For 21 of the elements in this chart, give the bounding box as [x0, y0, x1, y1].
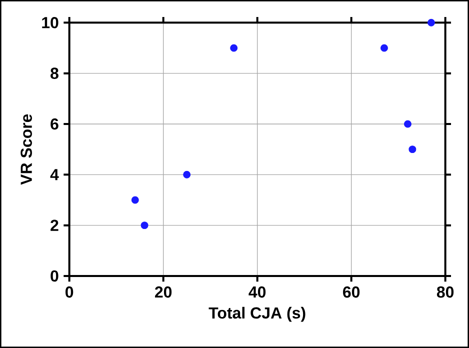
x-tick-label: 80 — [436, 286, 454, 298]
point — [183, 170, 191, 178]
point — [427, 18, 435, 26]
y-tick-label: 6 — [50, 118, 58, 130]
x-axis-title: Total CJA (s) — [208, 306, 306, 322]
point — [230, 44, 238, 52]
y-tick-label: 4 — [50, 169, 59, 180]
point — [404, 120, 412, 128]
x-tick-label: 0 — [66, 286, 74, 298]
x-tick-label: 20 — [154, 286, 172, 298]
point — [131, 196, 139, 204]
y-tick-label: 8 — [50, 68, 58, 79]
point — [408, 146, 416, 154]
y-tick-label: 2 — [50, 220, 58, 231]
y-tick-label: 0 — [50, 270, 58, 282]
x-tick-label: 40 — [248, 286, 266, 298]
point — [140, 222, 148, 230]
point — [380, 44, 388, 52]
x-tick-label: 60 — [343, 286, 360, 298]
y-tick-label: 10 — [42, 16, 58, 28]
y-axis-title: VR Score — [20, 114, 32, 185]
